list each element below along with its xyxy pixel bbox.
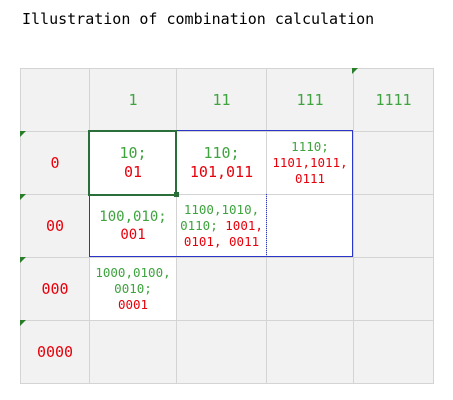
comment-indicator-row-0 — [20, 131, 26, 137]
cell-0000-1[interactable] — [89, 320, 177, 384]
column-header-111: 111 — [266, 68, 354, 132]
cell-000-11[interactable] — [176, 257, 267, 321]
cell-00-111[interactable] — [266, 194, 354, 258]
cell-0-111-ones: 1110; — [291, 138, 329, 154]
cell-000-1[interactable]: 1000,0100, 0010; 0001 — [89, 257, 177, 321]
cell-00-11-ones-line1: 1100,1010, — [183, 201, 260, 217]
cell-00-1111[interactable] — [353, 194, 434, 258]
cell-0-111[interactable]: 1110; 1101,1011, 0111 — [266, 131, 354, 195]
cell-0-1111[interactable] — [353, 131, 434, 195]
cell-0000-111[interactable] — [266, 320, 354, 384]
cell-0000-1111[interactable] — [353, 320, 434, 384]
cell-0-1-zeros: 01 — [123, 163, 143, 181]
cell-00-1-zeros: 001 — [120, 227, 146, 243]
cell-0-11[interactable]: 110; 101,011 — [176, 131, 267, 195]
cell-0-11-zeros: 101,011 — [189, 163, 254, 181]
column-header-1: 1 — [89, 68, 177, 132]
cell-00-1[interactable]: 100,010; 001 — [89, 194, 177, 258]
comment-indicator-row-00 — [20, 194, 26, 200]
cell-000-1-ones-line2: 0010; — [114, 280, 152, 296]
cell-00-11[interactable]: 1100,1010, 0110; 1001, 0101, 0011 — [176, 194, 267, 258]
row-header-0: 0 — [20, 131, 90, 195]
row-header-0000: 0000 — [20, 320, 90, 384]
cell-0-1-ones: 10; — [119, 143, 147, 162]
corner-cell — [20, 68, 90, 132]
column-header-11: 11 — [176, 68, 267, 132]
cell-00-11-mixed-line: 0110; 1001, — [180, 218, 263, 234]
cell-00-11-zeros-inline: 1001, — [225, 217, 263, 233]
cell-00-11-ones-line2: 0110; — [180, 217, 218, 233]
cell-00-1-ones: 100,010; — [99, 208, 167, 225]
cell-000-1-zeros: 0001 — [117, 297, 149, 313]
cell-0-111-zeros-line2: 0111 — [294, 171, 326, 187]
cell-0-11-ones: 110; — [203, 143, 240, 162]
comment-indicator-row-000 — [20, 257, 26, 263]
row-header-00: 00 — [20, 194, 90, 258]
diagram-title: Illustration of combination calculation — [22, 10, 375, 28]
column-header-1111: 1111 — [353, 68, 434, 132]
cell-0-111-zeros-line1: 1101,1011, — [272, 154, 348, 170]
cell-000-111[interactable] — [266, 257, 354, 321]
row-header-000: 000 — [20, 257, 90, 321]
cell-0000-11[interactable] — [176, 320, 267, 384]
cell-00-11-zeros-line2: 0101, 0011 — [183, 234, 260, 250]
cell-0-1[interactable]: 10; 01 — [89, 131, 177, 195]
comment-indicator-top-right — [352, 68, 358, 74]
comment-indicator-row-0000 — [20, 320, 26, 326]
cell-000-1111[interactable] — [353, 257, 434, 321]
cell-000-1-ones-line1: 1000,0100, — [95, 264, 171, 280]
